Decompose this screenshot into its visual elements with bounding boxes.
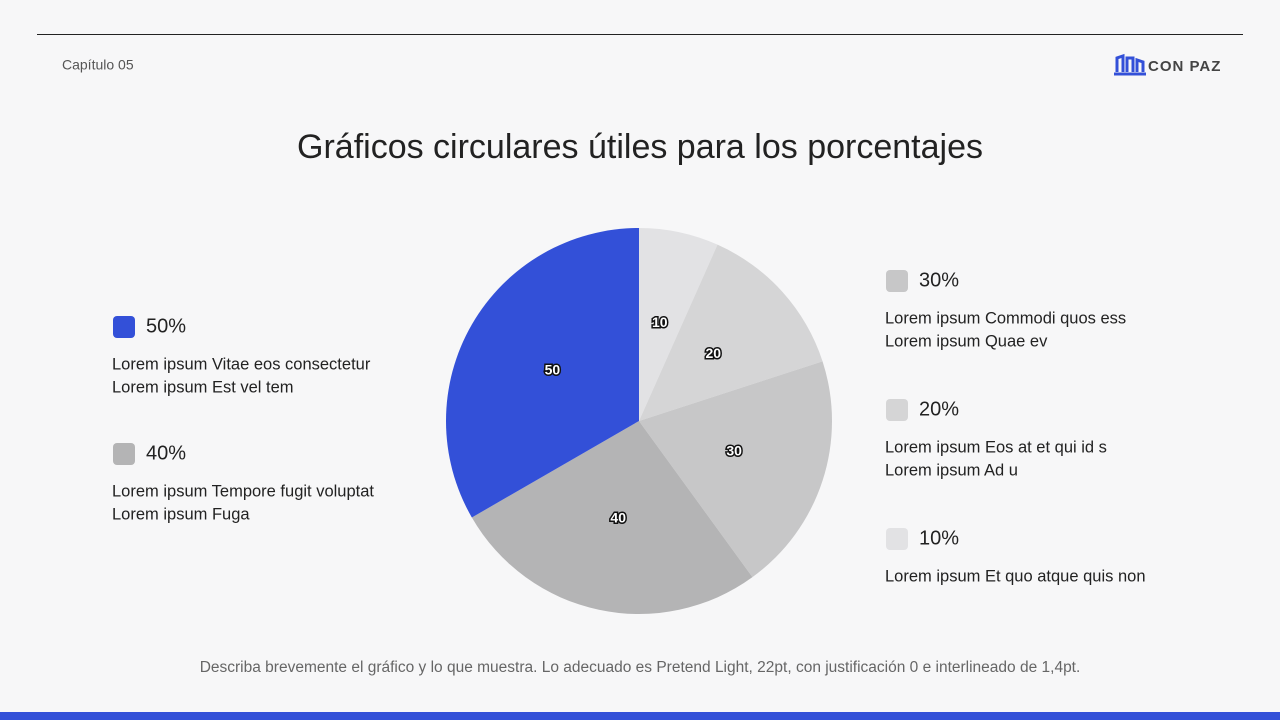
legend-label: 20% [919,398,959,420]
slice-label: 20 [706,345,722,361]
legend-description: Lorem ipsum Quae ev [885,332,1048,350]
slice-label: 10 [652,314,668,330]
legend-description: Lorem ipsum Est vel tem [112,378,294,396]
legend-description: Lorem ipsum Et quo atque quis non [885,567,1146,585]
legend-swatch [886,399,908,421]
slice-label: 30 [726,443,742,459]
legend-description: Lorem ipsum Tempore fugit voluptat [112,482,374,500]
legend-description: Lorem ipsum Eos at et qui id s [885,438,1107,456]
legend-label: 10% [919,527,959,549]
legend-description: Lorem ipsum Ad u [885,461,1018,479]
pie-slice [639,244,823,421]
slice-label: 50 [545,362,561,378]
legend-swatch [886,270,908,292]
caption: Describa brevemente el gráfico y lo que … [200,659,1081,676]
pie: 10 20 30 40 50 [445,228,832,614]
legend: 10% Lorem ipsum Et quo atque quis non 20% L… [112,269,1146,585]
chart-title: Gráficos circulares útiles para los porc… [297,128,983,166]
chapter: Capítulo 05 [62,57,134,73]
pie-slice [639,361,832,578]
legend-description: Lorem ipsum Vitae eos consectetur [112,355,371,373]
pie-slice [471,421,753,614]
pie-slice [445,228,639,518]
legend-swatch [113,316,135,338]
brand-logo [1114,53,1146,76]
legend-description: Lorem ipsum Commodi quos ess [885,309,1126,327]
legend-label: 30% [919,269,959,291]
legend-label: 50% [146,315,186,337]
legend-swatch [113,443,135,465]
legend-swatch [886,528,908,550]
pie-slice [639,228,718,421]
legend-description: Lorem ipsum Fuga [112,505,250,523]
brand-name: CON PAZ [1148,58,1221,75]
legend-label: 40% [146,442,186,464]
slice-label: 40 [610,510,626,526]
bottom-bar [0,712,1280,720]
